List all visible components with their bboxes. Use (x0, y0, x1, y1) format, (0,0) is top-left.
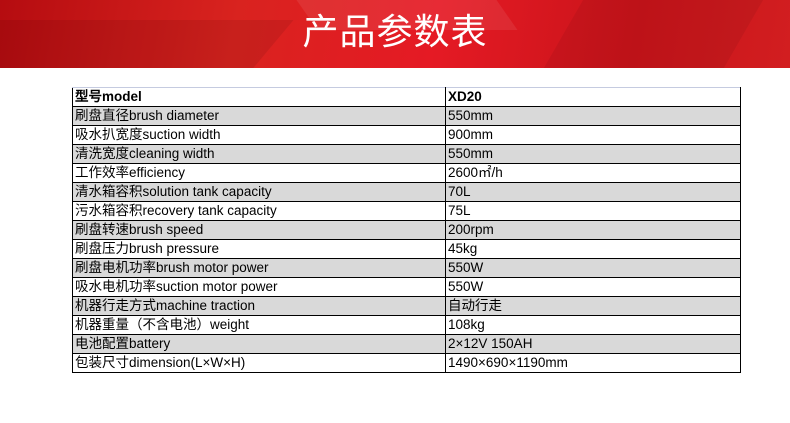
spec-label: 刷盘电机功率brush motor power (72, 258, 446, 278)
spec-label: 污水箱容积recovery tank capacity (72, 201, 446, 221)
table-row: 吸水电机功率suction motor power 550W (72, 277, 741, 297)
spec-label: 机器重量（不含电池）weight (72, 315, 446, 335)
spec-value: 自动行走 (445, 296, 741, 316)
spec-value: 900mm (445, 125, 741, 145)
spec-value: 108kg (445, 315, 741, 335)
spec-label: 刷盘转速brush speed (72, 220, 446, 240)
spec-label: 刷盘压力brush pressure (72, 239, 446, 259)
table-header-row: 型号model XD20 (72, 87, 741, 107)
table-row: 刷盘直径brush diameter 550mm (72, 106, 741, 126)
table-row: 吸水扒宽度suction width 900mm (72, 125, 741, 145)
spec-value: 75L (445, 201, 741, 221)
table-row: 刷盘压力brush pressure 45kg (72, 239, 741, 259)
table-row: 机器重量（不含电池）weight 108kg (72, 315, 741, 335)
spec-value: 550mm (445, 144, 741, 164)
spec-value: 70L (445, 182, 741, 202)
table-row: 包装尺寸dimension(L×W×H) 1490×690×1190mm (72, 353, 741, 373)
spec-value: 2600㎡/h (445, 163, 741, 183)
table-row: 清洗宽度cleaning width 550mm (72, 144, 741, 164)
table-row: 清水箱容积solution tank capacity 70L (72, 182, 741, 202)
table-row: 刷盘转速brush speed 200rpm (72, 220, 741, 240)
page-title: 产品参数表 (302, 11, 488, 52)
spec-value: 550W (445, 258, 741, 278)
spec-label: 清水箱容积solution tank capacity (72, 182, 446, 202)
table-row: 工作效率efficiency 2600㎡/h (72, 163, 741, 183)
spec-label: 清洗宽度cleaning width (72, 144, 446, 164)
spec-value: 550W (445, 277, 741, 297)
spec-label: 机器行走方式machine traction (72, 296, 446, 316)
spec-value: 1490×690×1190mm (445, 353, 741, 373)
spec-label: 型号model (72, 87, 446, 107)
spec-label: 吸水扒宽度suction width (72, 125, 446, 145)
spec-value: 550mm (445, 106, 741, 126)
table-row: 污水箱容积recovery tank capacity 75L (72, 201, 741, 221)
table-row: 机器行走方式machine traction 自动行走 (72, 296, 741, 316)
spec-value: XD20 (445, 87, 741, 107)
header-banner: 产品参数表 (0, 0, 790, 68)
spec-table: 型号model XD20 刷盘直径brush diameter 550mm 吸水扒宽度s… (72, 87, 741, 373)
spec-label: 吸水电机功率suction motor power (72, 277, 446, 297)
spec-label: 工作效率efficiency (72, 163, 446, 183)
spec-label: 刷盘直径brush diameter (72, 106, 446, 126)
spec-value: 45kg (445, 239, 741, 259)
table-row: 刷盘电机功率brush motor power 550W (72, 258, 741, 278)
spec-label: 电池配置battery (72, 334, 446, 354)
table-row: 电池配置battery 2×12V 150AH (72, 334, 741, 354)
spec-value: 200rpm (445, 220, 741, 240)
spec-value: 2×12V 150AH (445, 334, 741, 354)
spec-label: 包装尺寸dimension(L×W×H) (72, 353, 446, 373)
